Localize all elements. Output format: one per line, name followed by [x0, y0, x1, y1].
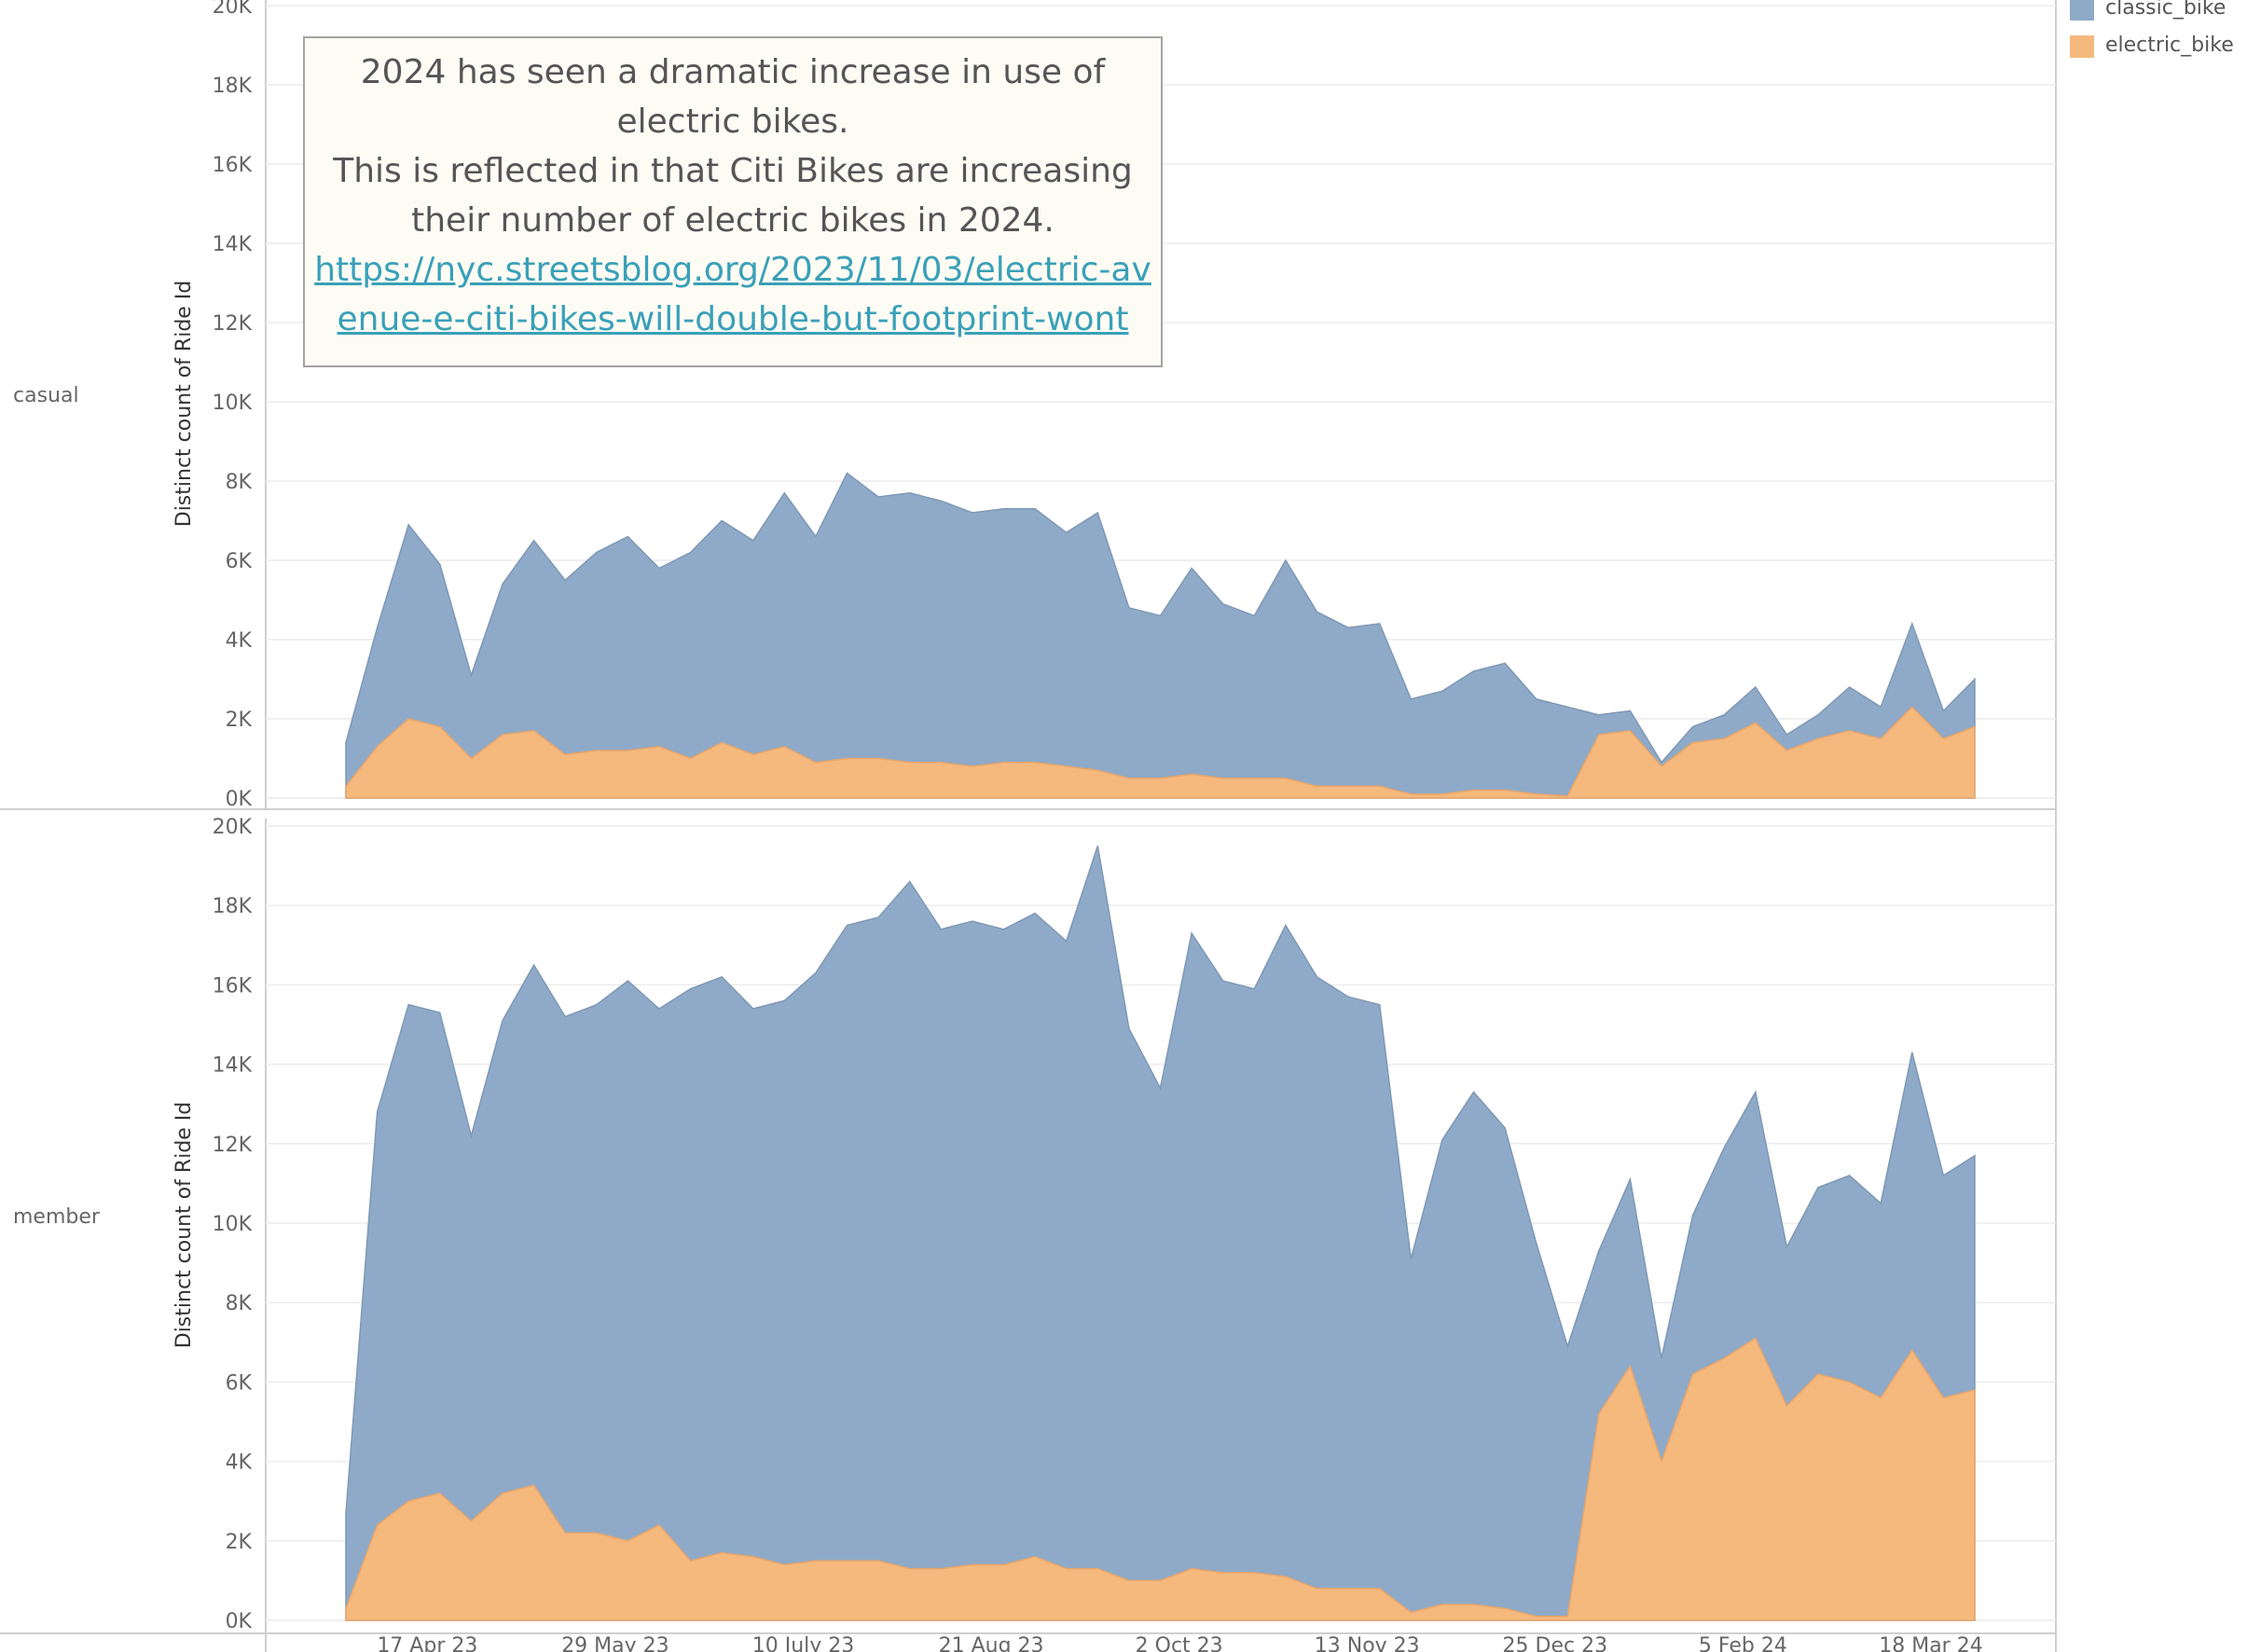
y-axis-title: Distinct count of Ride Id: [172, 281, 196, 528]
x-tick-label: 10 July 23: [752, 1634, 855, 1652]
x-tick-label: 29 May 23: [561, 1634, 669, 1652]
x-tick-label: 2 Oct 23: [1136, 1634, 1223, 1652]
y-tick-label: 6K: [226, 1371, 253, 1395]
y-tick-label: 6K: [226, 550, 253, 573]
annotation-link[interactable]: https://nyc.streetsblog.org/2023/11/03/e…: [314, 251, 1151, 338]
y-tick-label: 20K: [213, 816, 253, 839]
legend: classic_bike electric_bike: [2070, 0, 2247, 75]
legend-item-classic-bike[interactable]: classic_bike: [2070, 0, 2247, 37]
area-classic-bike-member: [345, 846, 1976, 1621]
y-tick-label: 2K: [226, 1531, 253, 1554]
legend-label-classic-bike: classic_bike: [2105, 0, 2226, 20]
y-tick-label: 0K: [226, 1610, 253, 1633]
annotation-box: 2024 has seen a dramatic increase in use…: [303, 36, 1163, 367]
annotation-line-1: 2024 has seen a dramatic increase in use…: [360, 53, 1106, 141]
y-tick-label: 20K: [213, 0, 253, 19]
x-tick-label: 25 Dec 23: [1503, 1634, 1608, 1652]
y-tick-label: 14K: [213, 233, 253, 256]
y-tick-label: 12K: [213, 312, 253, 336]
y-axis-title: Distinct count of Ride Id: [172, 1102, 196, 1349]
y-tick-label: 18K: [213, 895, 253, 918]
area-electric-bike-member: [345, 1337, 1976, 1621]
y-tick-label: 4K: [226, 629, 253, 653]
row-label-casual: casual: [13, 384, 79, 407]
y-tick-label: 8K: [226, 1292, 253, 1315]
legend-swatch-electric-bike: [2070, 35, 2094, 58]
legend-item-electric-bike[interactable]: electric_bike: [2070, 34, 2247, 75]
legend-swatch-classic-bike: [2070, 0, 2094, 21]
y-tick-label: 4K: [226, 1452, 253, 1475]
x-tick-label: 21 Aug 23: [939, 1634, 1044, 1652]
y-tick-label: 16K: [213, 974, 253, 998]
y-tick-label: 14K: [213, 1054, 253, 1078]
y-tick-label: 16K: [213, 154, 253, 177]
y-tick-label: 18K: [213, 75, 253, 98]
row-label-member: member: [13, 1205, 101, 1229]
y-tick-label: 10K: [213, 1213, 253, 1236]
axis-labels: 0K 2K 4K 6K 8K 10K 12K 14K 16K 18K 20K Distinct cou…: [13, 0, 1983, 1652]
area-series: [345, 472, 1976, 1621]
x-tick-label: 17 Apr 23: [377, 1634, 477, 1652]
x-tick-label: 13 Nov 23: [1315, 1634, 1420, 1652]
chart-frame: [0, 0, 2057, 1652]
legend-label-electric-bike: electric_bike: [2105, 34, 2234, 57]
y-tick-label: 12K: [213, 1134, 253, 1157]
area-electric-bike-casual: [345, 706, 1976, 799]
x-tick-label: 5 Feb 24: [1699, 1634, 1787, 1652]
y-tick-label: 8K: [226, 471, 253, 494]
y-tick-label: 0K: [226, 788, 253, 811]
x-tick-label: 18 Mar 24: [1879, 1634, 1982, 1652]
area-classic-bike-casual: [345, 472, 1976, 799]
annotation-line-2: This is reflected in that Citi Bikes are…: [333, 152, 1133, 240]
y-tick-label: 2K: [226, 709, 253, 732]
y-tick-label: 10K: [213, 392, 253, 415]
